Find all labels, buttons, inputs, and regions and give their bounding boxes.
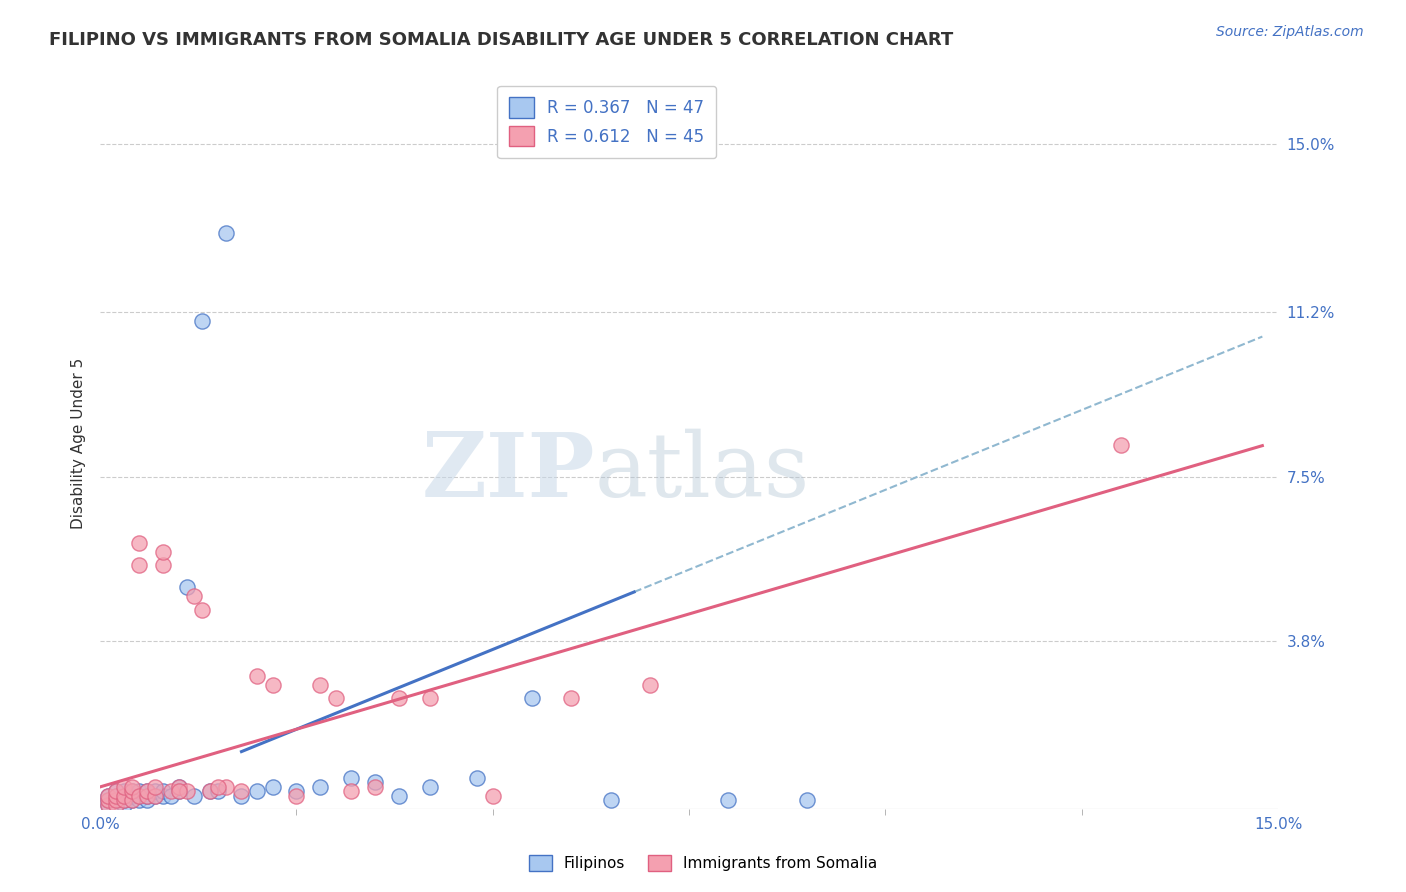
Point: [191, 602, 214, 616]
Point: [143, 784, 166, 798]
Point: [262, 780, 284, 794]
Point: [112, 793, 135, 807]
Point: [97, 793, 120, 807]
Point: [128, 536, 150, 550]
Point: [104, 797, 127, 812]
Point: [198, 784, 221, 798]
Point: [520, 691, 543, 706]
Text: Source: ZipAtlas.com: Source: ZipAtlas.com: [1216, 25, 1364, 39]
Point: [167, 784, 190, 798]
Point: [465, 771, 488, 785]
Point: [207, 784, 229, 798]
Point: [128, 784, 150, 798]
Point: [143, 789, 166, 803]
Point: [143, 789, 166, 803]
Point: [121, 793, 143, 807]
Point: [167, 780, 190, 794]
Point: [97, 797, 120, 812]
Point: [136, 784, 159, 798]
Point: [104, 784, 127, 798]
Point: [128, 793, 150, 807]
Point: [796, 793, 818, 807]
Point: [128, 789, 150, 803]
Point: [285, 789, 308, 803]
Point: [152, 789, 174, 803]
Point: [104, 789, 127, 803]
Point: [112, 789, 135, 803]
Legend: R = 0.367   N = 47, R = 0.612   N = 45: R = 0.367 N = 47, R = 0.612 N = 45: [498, 86, 716, 158]
Point: [246, 669, 269, 683]
Text: FILIPINO VS IMMIGRANTS FROM SOMALIA DISABILITY AGE UNDER 5 CORRELATION CHART: FILIPINO VS IMMIGRANTS FROM SOMALIA DISA…: [49, 31, 953, 49]
Point: [191, 314, 214, 328]
Text: atlas: atlas: [595, 429, 810, 516]
Point: [121, 793, 143, 807]
Point: [215, 226, 238, 240]
Point: [638, 678, 661, 692]
Point: [215, 780, 238, 794]
Point: [285, 784, 308, 798]
Legend: Filipinos, Immigrants from Somalia: Filipinos, Immigrants from Somalia: [523, 849, 883, 877]
Point: [136, 789, 159, 803]
Point: [104, 793, 127, 807]
Point: [136, 793, 159, 807]
Point: [104, 789, 127, 803]
Point: [1109, 438, 1132, 452]
Point: [364, 780, 387, 794]
Point: [112, 784, 135, 798]
Point: [97, 797, 120, 812]
Point: [167, 780, 190, 794]
Point: [599, 793, 621, 807]
Point: [262, 678, 284, 692]
Point: [159, 789, 181, 803]
Point: [183, 789, 205, 803]
Point: [152, 784, 174, 798]
Point: [419, 780, 441, 794]
Point: [309, 678, 332, 692]
Point: [481, 789, 503, 803]
Point: [136, 784, 159, 798]
Point: [112, 789, 135, 803]
Point: [97, 793, 120, 807]
Point: [121, 789, 143, 803]
Point: [387, 789, 409, 803]
Point: [167, 784, 190, 798]
Y-axis label: Disability Age Under 5: Disability Age Under 5: [72, 358, 86, 529]
Point: [198, 784, 221, 798]
Point: [136, 789, 159, 803]
Point: [717, 793, 740, 807]
Point: [231, 789, 253, 803]
Point: [419, 691, 441, 706]
Point: [207, 780, 229, 794]
Point: [128, 558, 150, 573]
Point: [128, 789, 150, 803]
Point: [309, 780, 332, 794]
Point: [143, 780, 166, 794]
Point: [560, 691, 582, 706]
Point: [364, 775, 387, 789]
Point: [152, 545, 174, 559]
Text: ZIP: ZIP: [422, 429, 595, 516]
Point: [104, 797, 127, 812]
Point: [112, 793, 135, 807]
Point: [112, 797, 135, 812]
Point: [121, 784, 143, 798]
Point: [246, 784, 269, 798]
Point: [325, 691, 347, 706]
Point: [159, 784, 181, 798]
Point: [231, 784, 253, 798]
Point: [152, 558, 174, 573]
Point: [176, 580, 198, 594]
Point: [176, 784, 198, 798]
Point: [183, 589, 205, 603]
Point: [121, 780, 143, 794]
Point: [97, 789, 120, 803]
Point: [104, 784, 127, 798]
Point: [340, 784, 363, 798]
Point: [340, 771, 363, 785]
Point: [112, 780, 135, 794]
Point: [97, 789, 120, 803]
Point: [387, 691, 409, 706]
Point: [104, 793, 127, 807]
Point: [121, 784, 143, 798]
